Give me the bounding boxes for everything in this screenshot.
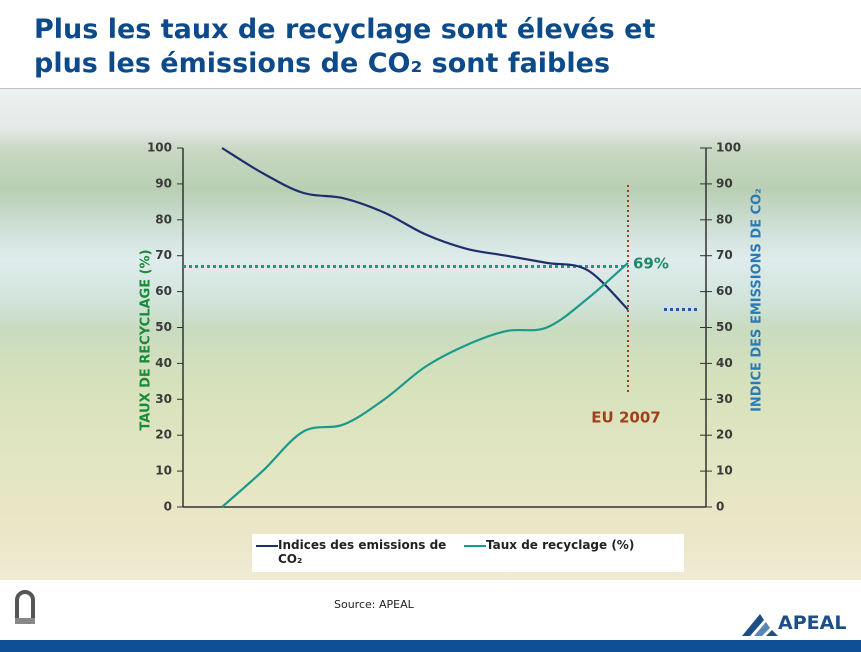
legend-swatch [464, 545, 486, 547]
slide: Plus les taux de recyclage sont élevés e… [0, 0, 861, 652]
annotation: EU 2007 [591, 409, 660, 427]
y2-tick-label: 70 [716, 248, 733, 262]
legend-item: Taux de recyclage (%) [464, 538, 634, 552]
y2-tick-label: 90 [716, 176, 733, 190]
y2-tick-label: 100 [716, 141, 741, 155]
y-tick-label: 70 [155, 248, 172, 262]
y-tick-label: 40 [155, 356, 172, 370]
y-tick-label: 30 [155, 392, 172, 406]
y-tick-label: 60 [155, 284, 172, 298]
legend-label: Indices des emissions de CO₂ [278, 538, 453, 566]
legend-item: Indices des emissions de CO₂ [256, 538, 456, 566]
y2-tick-label: 0 [716, 500, 724, 514]
series-line [222, 263, 628, 507]
y-tick-label: 100 [147, 141, 172, 155]
legend: Indices des emissions de CO₂ Taux de rec… [252, 534, 684, 572]
y2-tick-label: 40 [716, 356, 733, 370]
y2-tick-label: 60 [716, 284, 733, 298]
y-axis-label: TAUX DE RECYCLAGE (%) [139, 249, 154, 430]
y2-tick-label: 10 [716, 464, 733, 478]
y-tick-label: 0 [164, 500, 172, 514]
y2-tick-label: 50 [716, 320, 733, 334]
y-tick-label: 50 [155, 320, 172, 334]
y2-tick-label: 80 [716, 212, 733, 226]
annotation: 69% [633, 255, 669, 273]
y-tick-label: 80 [155, 212, 172, 226]
y-tick-label: 90 [155, 176, 172, 190]
y2-axis-label: INDICE DES EMISSIONS DE CO₂ [750, 188, 765, 412]
series-line [222, 148, 628, 310]
legend-swatch [256, 545, 278, 547]
y-tick-label: 10 [155, 464, 172, 478]
y2-tick-label: 30 [716, 392, 733, 406]
y2-tick-label: 20 [716, 428, 733, 442]
y-tick-label: 20 [155, 428, 172, 442]
legend-label: Taux de recyclage (%) [486, 538, 634, 552]
